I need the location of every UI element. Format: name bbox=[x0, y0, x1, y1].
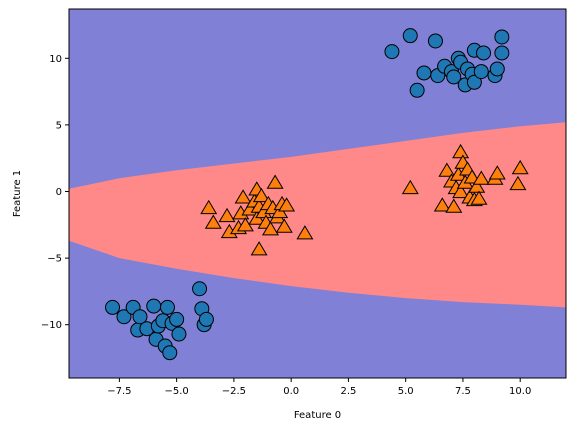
class-0-point bbox=[192, 281, 208, 297]
y-tick-label: 5 bbox=[56, 120, 62, 131]
class-0-point bbox=[159, 299, 175, 315]
x-tick-label: 0.0 bbox=[283, 386, 299, 397]
class-1-point bbox=[204, 214, 222, 229]
class-1-point bbox=[433, 197, 451, 212]
class-0-point bbox=[169, 311, 185, 327]
class-0-point bbox=[466, 74, 482, 90]
class-1-point bbox=[275, 218, 293, 233]
class-1-point bbox=[438, 162, 456, 177]
x-axis-label: Feature 0 bbox=[294, 410, 341, 421]
class-1-point bbox=[218, 207, 236, 223]
class-1-point bbox=[266, 174, 284, 189]
class-1-point bbox=[401, 179, 419, 195]
class-0-point bbox=[476, 45, 492, 61]
class-1-point bbox=[296, 225, 314, 240]
class-0-point bbox=[489, 61, 505, 77]
class-1-region bbox=[69, 122, 566, 308]
class-0-point bbox=[409, 82, 425, 98]
class-1-point bbox=[472, 170, 490, 185]
class-0-point bbox=[171, 326, 187, 342]
class-0-point bbox=[494, 45, 510, 61]
plot-frame bbox=[68, 8, 567, 379]
class-1-point bbox=[200, 199, 218, 215]
class-1-point bbox=[262, 221, 279, 236]
class-1-point bbox=[509, 175, 527, 191]
x-tick-label: −2.5 bbox=[222, 386, 246, 397]
class-1-point bbox=[234, 189, 252, 204]
y-tick-label: −10 bbox=[41, 320, 62, 331]
class-0-point bbox=[146, 298, 162, 314]
class-0-point bbox=[402, 28, 418, 44]
class-0-point bbox=[162, 345, 178, 361]
class-0-point bbox=[416, 65, 432, 81]
class-1-point bbox=[511, 159, 529, 175]
y-tick-label: −5 bbox=[47, 254, 62, 265]
class-0-point bbox=[473, 64, 489, 80]
class-0-point bbox=[116, 309, 132, 325]
y-tick-label: 0 bbox=[56, 187, 62, 198]
x-tick-label: 5.0 bbox=[398, 386, 414, 397]
x-tick-label: 10.0 bbox=[509, 386, 531, 397]
class-0-point bbox=[494, 29, 510, 45]
class-0-point bbox=[198, 311, 214, 327]
x-tick-label: −7.5 bbox=[107, 386, 131, 397]
class-1-point bbox=[452, 143, 470, 159]
x-tick-label: 7.5 bbox=[455, 386, 471, 397]
y-axis-label: Feature 1 bbox=[12, 170, 23, 217]
class-0-point bbox=[446, 69, 462, 85]
class-1-point bbox=[252, 187, 270, 203]
class-1-point bbox=[278, 197, 296, 212]
x-tick-label: 2.5 bbox=[340, 386, 356, 397]
y-tick-label: 10 bbox=[49, 54, 62, 65]
x-tick-label: −5.0 bbox=[164, 386, 188, 397]
class-0-point bbox=[384, 44, 400, 60]
class-1-point bbox=[468, 178, 486, 193]
class-1-point bbox=[250, 241, 268, 256]
class-0-point bbox=[132, 309, 148, 325]
class-1-point bbox=[470, 190, 488, 205]
class-1-point bbox=[452, 183, 470, 199]
class-0-point bbox=[427, 33, 443, 49]
class-0-point bbox=[105, 299, 121, 315]
class-1-point bbox=[445, 198, 463, 213]
class-1-point bbox=[488, 165, 506, 180]
